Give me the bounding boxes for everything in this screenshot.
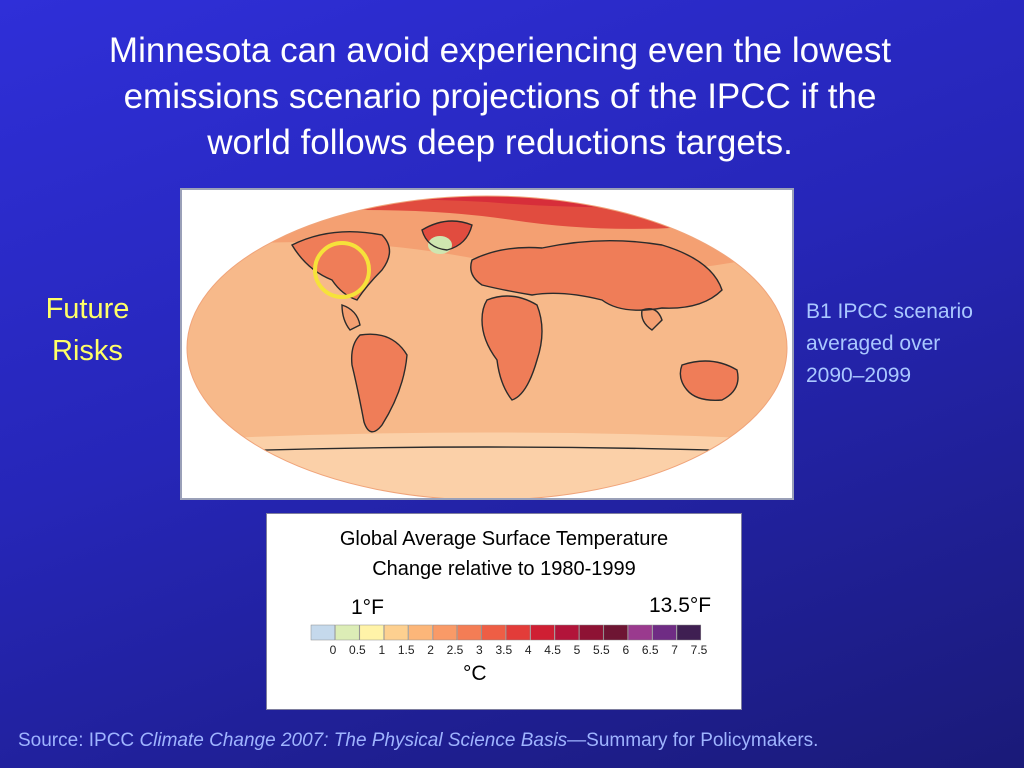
scenario-caption: B1 IPCC scenario averaged over 2090–2099 xyxy=(806,296,1021,392)
scale-tick-label: 7.5 xyxy=(691,643,708,657)
globe-outline xyxy=(186,195,788,498)
antarctica-coast xyxy=(201,446,773,453)
australia-coast xyxy=(679,360,739,401)
title-line-3: world follows deep reductions targets. xyxy=(207,123,793,162)
scale-tick-label: 1.5 xyxy=(398,643,415,657)
fahrenheit-low-label: 1°F xyxy=(351,596,384,619)
source-prefix: Source: IPCC xyxy=(18,730,140,751)
scale-swatch xyxy=(383,624,409,641)
source-citation: Source: IPCC Climate Change 2007: The Ph… xyxy=(18,728,1018,754)
scale-swatch xyxy=(505,624,531,641)
scale-tick-label: 4.5 xyxy=(544,643,561,657)
side-label-line-2: Risks xyxy=(52,335,123,367)
scale-swatch xyxy=(554,624,580,641)
africa-shape xyxy=(482,296,542,400)
scale-swatch xyxy=(481,624,506,641)
scale-swatch xyxy=(530,624,555,641)
scale-swatch xyxy=(359,624,384,641)
scenario-line-1: B1 IPCC scenario xyxy=(806,300,973,323)
eurasia-coast xyxy=(470,239,723,311)
southern-ocean-band xyxy=(187,432,787,498)
scale-tick-label: 0 xyxy=(330,643,337,657)
scale-swatch xyxy=(457,624,482,641)
source-suffix: —Summary for Policymakers. xyxy=(567,730,819,751)
scale-tick-label: 5 xyxy=(574,643,581,657)
title-line-2: emissions scenario projections of the IP… xyxy=(123,77,877,116)
scale-tick-label: 2.5 xyxy=(447,643,464,657)
scale-swatch xyxy=(627,624,653,641)
north-america-coast xyxy=(291,231,391,301)
scale-swatch xyxy=(676,624,702,641)
scale-swatch xyxy=(310,624,336,641)
side-label-line-1: Future xyxy=(45,293,130,325)
scale-tick-label: 3 xyxy=(476,643,483,657)
scale-tick-label: 4 xyxy=(525,643,532,657)
minnesota-highlight-ring xyxy=(313,241,371,299)
scale-swatch xyxy=(432,624,458,641)
scale-tick-label: 5.5 xyxy=(593,643,610,657)
scenario-line-2: averaged over xyxy=(806,332,941,355)
australia-shape xyxy=(680,361,738,401)
scenario-line-3: 2090–2099 xyxy=(806,364,912,387)
southeast-asia-coast xyxy=(641,308,663,331)
central-america-coast xyxy=(341,304,361,331)
map-graphic xyxy=(186,195,788,498)
world-temperature-map xyxy=(180,188,794,500)
fahrenheit-high-label: 13.5°F xyxy=(649,594,712,617)
temperature-legend: Global Average Surface Temperature Chang… xyxy=(266,513,742,710)
south-america-shape xyxy=(351,334,407,432)
scale-swatch xyxy=(408,624,433,641)
legend-title-line-2: Change relative to 1980-1999 xyxy=(372,558,636,580)
scale-tick-label: 6.5 xyxy=(642,643,659,657)
scale-tick-label: 2 xyxy=(427,643,434,657)
africa-coast xyxy=(481,295,543,401)
color-scale: 0 0.5 1 1.5 2 2.5 3 3.5 4 4.5 5 5.5 6 6.5 7 7.5 xyxy=(310,624,708,657)
scale-tick-label: 1 xyxy=(378,643,385,657)
scale-swatch xyxy=(603,624,628,641)
eurasia-shape xyxy=(470,240,722,311)
south-america-coast xyxy=(350,333,408,433)
scale-swatch xyxy=(579,624,604,641)
source-title: Climate Change 2007: The Physical Scienc… xyxy=(139,730,568,751)
title-line-1: Minnesota can avoid experiencing even th… xyxy=(108,31,892,70)
greenland-coast xyxy=(421,220,473,251)
scale-tick-label: 0.5 xyxy=(349,643,366,657)
celsius-unit-label: °C xyxy=(463,662,487,685)
scale-tick-label: 7 xyxy=(671,643,678,657)
legend-title: Global Average Surface Temperature Chang… xyxy=(267,524,741,584)
legend-title-line-1: Global Average Surface Temperature xyxy=(339,528,669,550)
scale-tick-label: 3.5 xyxy=(495,643,512,657)
future-risks-label: Future Risks xyxy=(20,288,155,372)
scale-swatch xyxy=(335,624,360,641)
scale-tick-label: 6 xyxy=(622,643,629,657)
scale-swatch xyxy=(652,624,677,641)
slide-title: Minnesota can avoid experiencing even th… xyxy=(40,28,960,166)
